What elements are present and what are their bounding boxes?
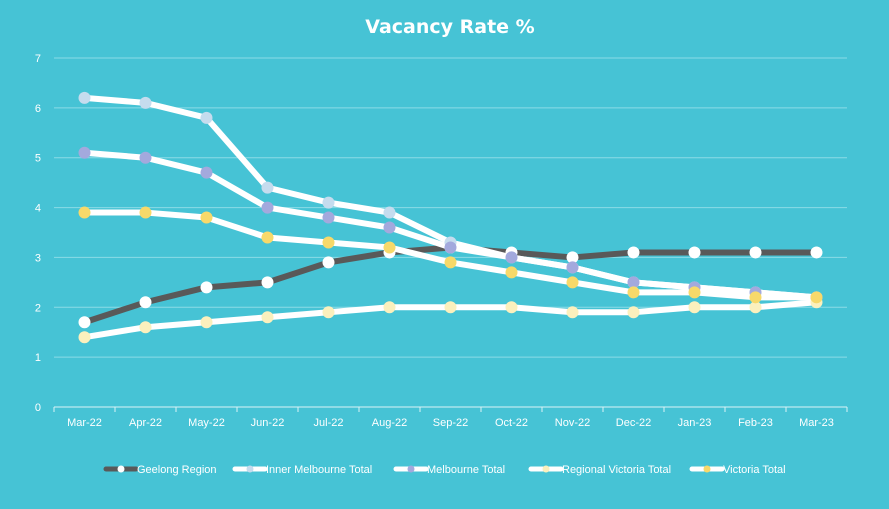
data-point [627, 286, 640, 299]
x-tick-label: Nov-22 [555, 417, 590, 429]
axes: 0 1 2 3 4 5 6 7 Mar-22 Apr-22 May-22 Jun-22 Jul-22 Au… [35, 53, 848, 429]
data-point [749, 301, 762, 314]
data-point [322, 256, 335, 269]
data-point [688, 286, 701, 299]
x-tick-label: Oct-22 [495, 417, 528, 429]
x-tick-label: Mar-23 [799, 417, 834, 429]
legend-label: Regional Victoria Total [562, 464, 671, 476]
data-point [200, 111, 213, 124]
data-point [261, 311, 274, 324]
legend-item: Melbourne Total [393, 464, 505, 476]
x-tick-label: Feb-23 [738, 417, 773, 429]
data-point [78, 146, 91, 159]
data-point [139, 296, 152, 309]
data-point [200, 281, 213, 294]
data-point [444, 301, 457, 314]
y-tick-label: 1 [35, 352, 41, 364]
data-point [200, 316, 213, 329]
legend-item: Geelong Region [103, 464, 217, 476]
chart-title: Vacancy Rate % [365, 16, 534, 38]
legend: Geelong Region Inner Melbourne Total Melbo… [103, 464, 786, 476]
data-point [139, 151, 152, 164]
data-point [505, 251, 518, 264]
y-tick-label: 4 [35, 203, 41, 215]
legend-label: Geelong Region [137, 464, 217, 476]
x-tick-label: Mar-22 [67, 417, 102, 429]
legend-marker [703, 465, 711, 473]
data-point [78, 331, 91, 344]
legend-label: Melbourne Total [427, 464, 505, 476]
series-markers-1 [78, 91, 823, 304]
series-2 [81, 149, 820, 301]
data-point [139, 321, 152, 334]
data-point [688, 246, 701, 259]
data-point [261, 231, 274, 244]
data-point [383, 206, 396, 219]
data-point [688, 301, 701, 314]
data-point [322, 236, 335, 249]
data-point [505, 301, 518, 314]
data-point [200, 211, 213, 224]
legend-label: Victoria Total [723, 464, 786, 476]
data-point [566, 251, 579, 264]
data-point [200, 166, 213, 179]
data-point [810, 246, 823, 259]
series-markers-4 [78, 206, 823, 304]
x-tick-label: Jun-22 [251, 417, 285, 429]
data-point [322, 196, 335, 209]
data-point [78, 206, 91, 219]
data-point [627, 306, 640, 319]
x-tick-label: Jan-23 [678, 417, 712, 429]
legend-label: Inner Melbourne Total [266, 464, 372, 476]
data-point [139, 96, 152, 109]
y-tick-label: 2 [35, 302, 41, 314]
data-point [566, 276, 579, 289]
data-point [139, 206, 152, 219]
data-point [749, 246, 762, 259]
series-line [81, 149, 820, 301]
y-tick-label: 3 [35, 252, 41, 264]
data-point [810, 291, 823, 304]
legend-item: Inner Melbourne Total [232, 464, 372, 476]
y-tick-label: 7 [35, 53, 41, 65]
legend-item: Regional Victoria Total [528, 464, 671, 476]
data-point [383, 301, 396, 314]
data-point [322, 211, 335, 224]
data-point [383, 221, 396, 234]
legend-marker [117, 465, 125, 473]
data-point [261, 276, 274, 289]
x-tick-label: Dec-22 [616, 417, 651, 429]
legend-item: Victoria Total [689, 464, 786, 476]
x-tick-label: Apr-22 [129, 417, 162, 429]
data-point [566, 261, 579, 274]
data-point [627, 276, 640, 289]
legend-marker [542, 465, 550, 473]
data-point [444, 241, 457, 254]
series-layer [78, 91, 823, 344]
x-tick-label: Sep-22 [433, 417, 468, 429]
legend-marker [246, 465, 254, 473]
data-point [261, 201, 274, 214]
y-tick-label: 6 [35, 103, 41, 115]
series-markers-3 [78, 296, 823, 344]
legend-marker [407, 465, 415, 473]
y-tick-label: 5 [35, 153, 41, 165]
data-point [261, 181, 274, 194]
data-point [749, 291, 762, 304]
data-point [383, 241, 396, 254]
data-point [78, 316, 91, 329]
data-point [322, 306, 335, 319]
data-point [444, 256, 457, 269]
x-tick-label: Jul-22 [314, 417, 344, 429]
x-tick-label: May-22 [188, 417, 225, 429]
data-point [627, 246, 640, 259]
y-tick-label: 0 [35, 402, 41, 414]
data-point [505, 266, 518, 279]
x-tick-label: Aug-22 [372, 417, 407, 429]
data-point [566, 306, 579, 319]
data-point [78, 91, 91, 104]
